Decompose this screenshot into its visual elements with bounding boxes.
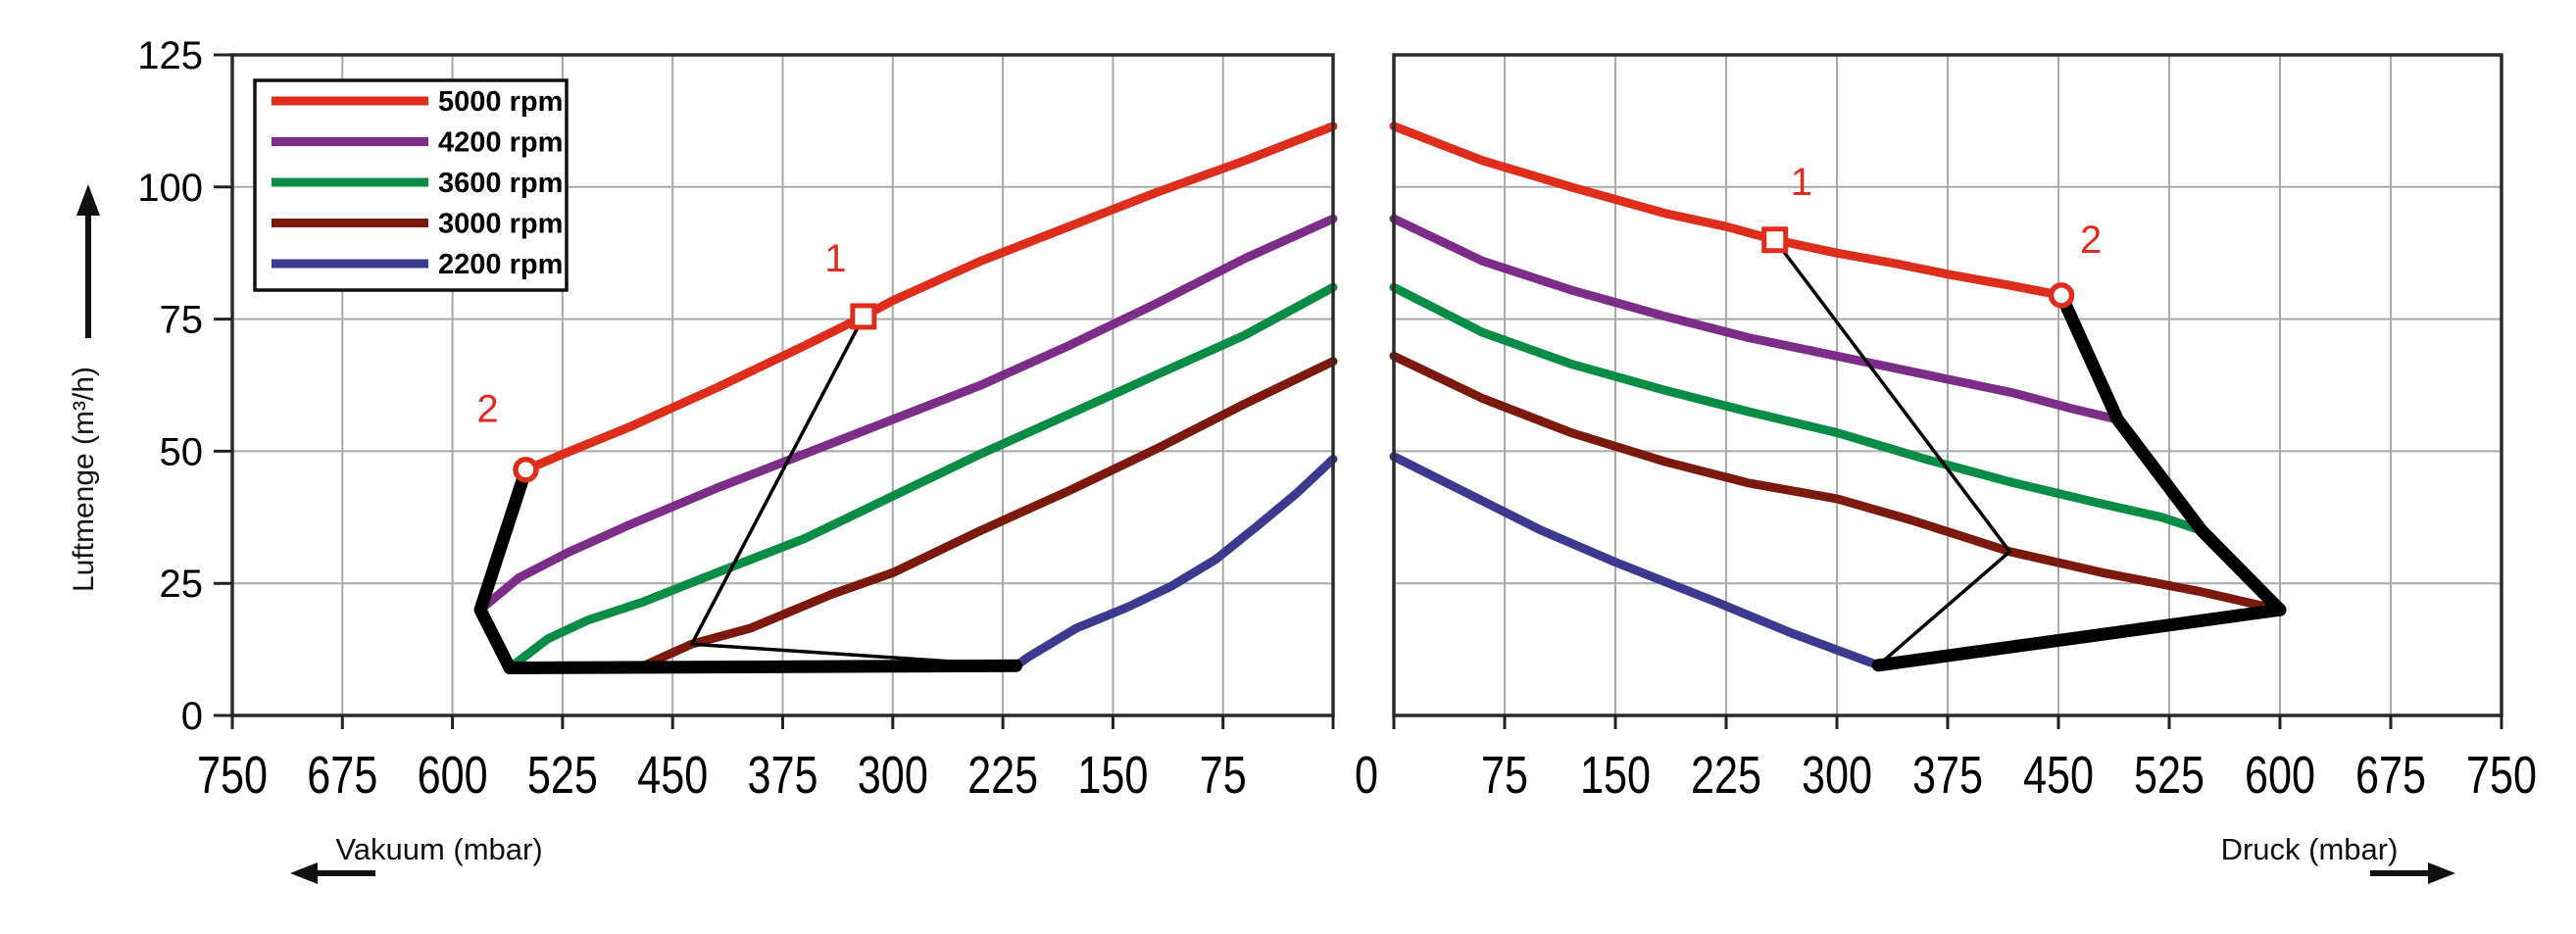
y-axis-title: Luftmenge (m³/h) [68, 367, 100, 592]
legend-label: 5000 rpm [438, 86, 563, 118]
x-tick-label: 225 [1691, 747, 1761, 806]
x-tick-label: 675 [307, 747, 377, 806]
x-tick-label: 525 [527, 747, 598, 806]
marker-label-1: 1 [824, 237, 846, 280]
vacuum-arrow-icon [290, 862, 375, 884]
curve-vacuum-3000-rpm [640, 357, 1338, 670]
curve-vacuum-2200-rpm [1012, 455, 1338, 670]
envelope-bottom [503, 659, 1023, 674]
gridlines [232, 55, 2502, 715]
x-tick-label: 750 [2466, 747, 2537, 806]
guide-lines [689, 238, 2012, 668]
y-axis-arrow-icon [76, 184, 100, 338]
x-tick-label: 75 [1200, 747, 1247, 806]
legend-label: 2200 rpm [438, 249, 563, 280]
x-tick-label: 525 [2134, 747, 2204, 806]
curve-vacuum-3600-rpm [505, 282, 1338, 672]
x-tick-label: 375 [1912, 747, 1983, 806]
curve-pressure-3600-rpm [1389, 282, 2206, 535]
legend-label: 3000 rpm [438, 209, 563, 240]
marker-circle-2 [513, 457, 539, 483]
druck-arrow-icon [2370, 862, 2455, 884]
legend-label: 4200 rpm [438, 127, 563, 159]
x-axis-title-druck: Druck (mbar) [2221, 832, 2399, 866]
x-tick-label: 675 [2355, 747, 2426, 806]
curve-vacuum-5000-rpm [521, 122, 1338, 474]
curve-pressure-4200-rpm [1389, 214, 2122, 424]
curve-pressure-3000-rpm [1389, 351, 2285, 614]
envelope-bottom [1871, 603, 2287, 672]
x-tick-label: 75 [1481, 747, 1528, 806]
rpm-curves [475, 122, 2285, 672]
y-tick-label: 50 [160, 430, 204, 473]
legend: 5000 rpm 4200 rpm 3600 rpm 3000 rpm 2200 rpm [253, 78, 569, 292]
curve-pressure-2200-rpm [1389, 452, 1883, 670]
x-tick-label: 450 [637, 747, 708, 806]
marker-label-2: 2 [476, 388, 498, 431]
curve-vacuum-4200-rpm [475, 214, 1338, 614]
marker-label-1: 1 [1791, 161, 1812, 204]
x-tick-label: 600 [2245, 747, 2315, 806]
y-tick-label: 0 [181, 695, 203, 738]
curve-pressure-5000-rpm [1389, 122, 2066, 300]
x-tick-label: 300 [1802, 747, 1872, 806]
x-tick-label: 300 [858, 747, 928, 806]
y-tick-label: 75 [160, 299, 204, 342]
marker-square-1 [1761, 226, 1789, 254]
legend-label: 3600 rpm [438, 168, 563, 199]
guide-line-right [1773, 238, 2012, 667]
operating-point-markers: 1 2 1 2 [476, 161, 2102, 483]
envelope-upper [2055, 288, 2287, 616]
x-tick-label: 600 [418, 747, 488, 806]
x-tick-label: 225 [967, 747, 1038, 806]
x-tick-label: 450 [2023, 747, 2094, 806]
x-axis-title-vacuum: Vakuum (mbar) [335, 832, 542, 866]
envelope-upper [473, 463, 532, 674]
x-tick-label: 150 [1580, 747, 1651, 806]
guide-line-left [689, 316, 1016, 668]
y-tick-label: 25 [160, 563, 204, 606]
x-tick-label: 750 [197, 747, 268, 806]
marker-square-1 [850, 303, 877, 330]
x-tick-label: 375 [747, 747, 817, 806]
x-tick-label: 150 [1077, 747, 1148, 806]
marker-circle-2 [2048, 282, 2075, 309]
envelope-lines [473, 288, 2287, 674]
marker-label-2: 2 [2080, 219, 2102, 262]
y-tick-label: 100 [137, 167, 203, 210]
axes-and-ticks: 750 675 600 525 450 375 300 225 150 75 75 150 225 300… [137, 34, 2537, 805]
x-tick-label-zero: 0 [1355, 747, 1378, 806]
y-tick-label: 125 [137, 34, 203, 77]
